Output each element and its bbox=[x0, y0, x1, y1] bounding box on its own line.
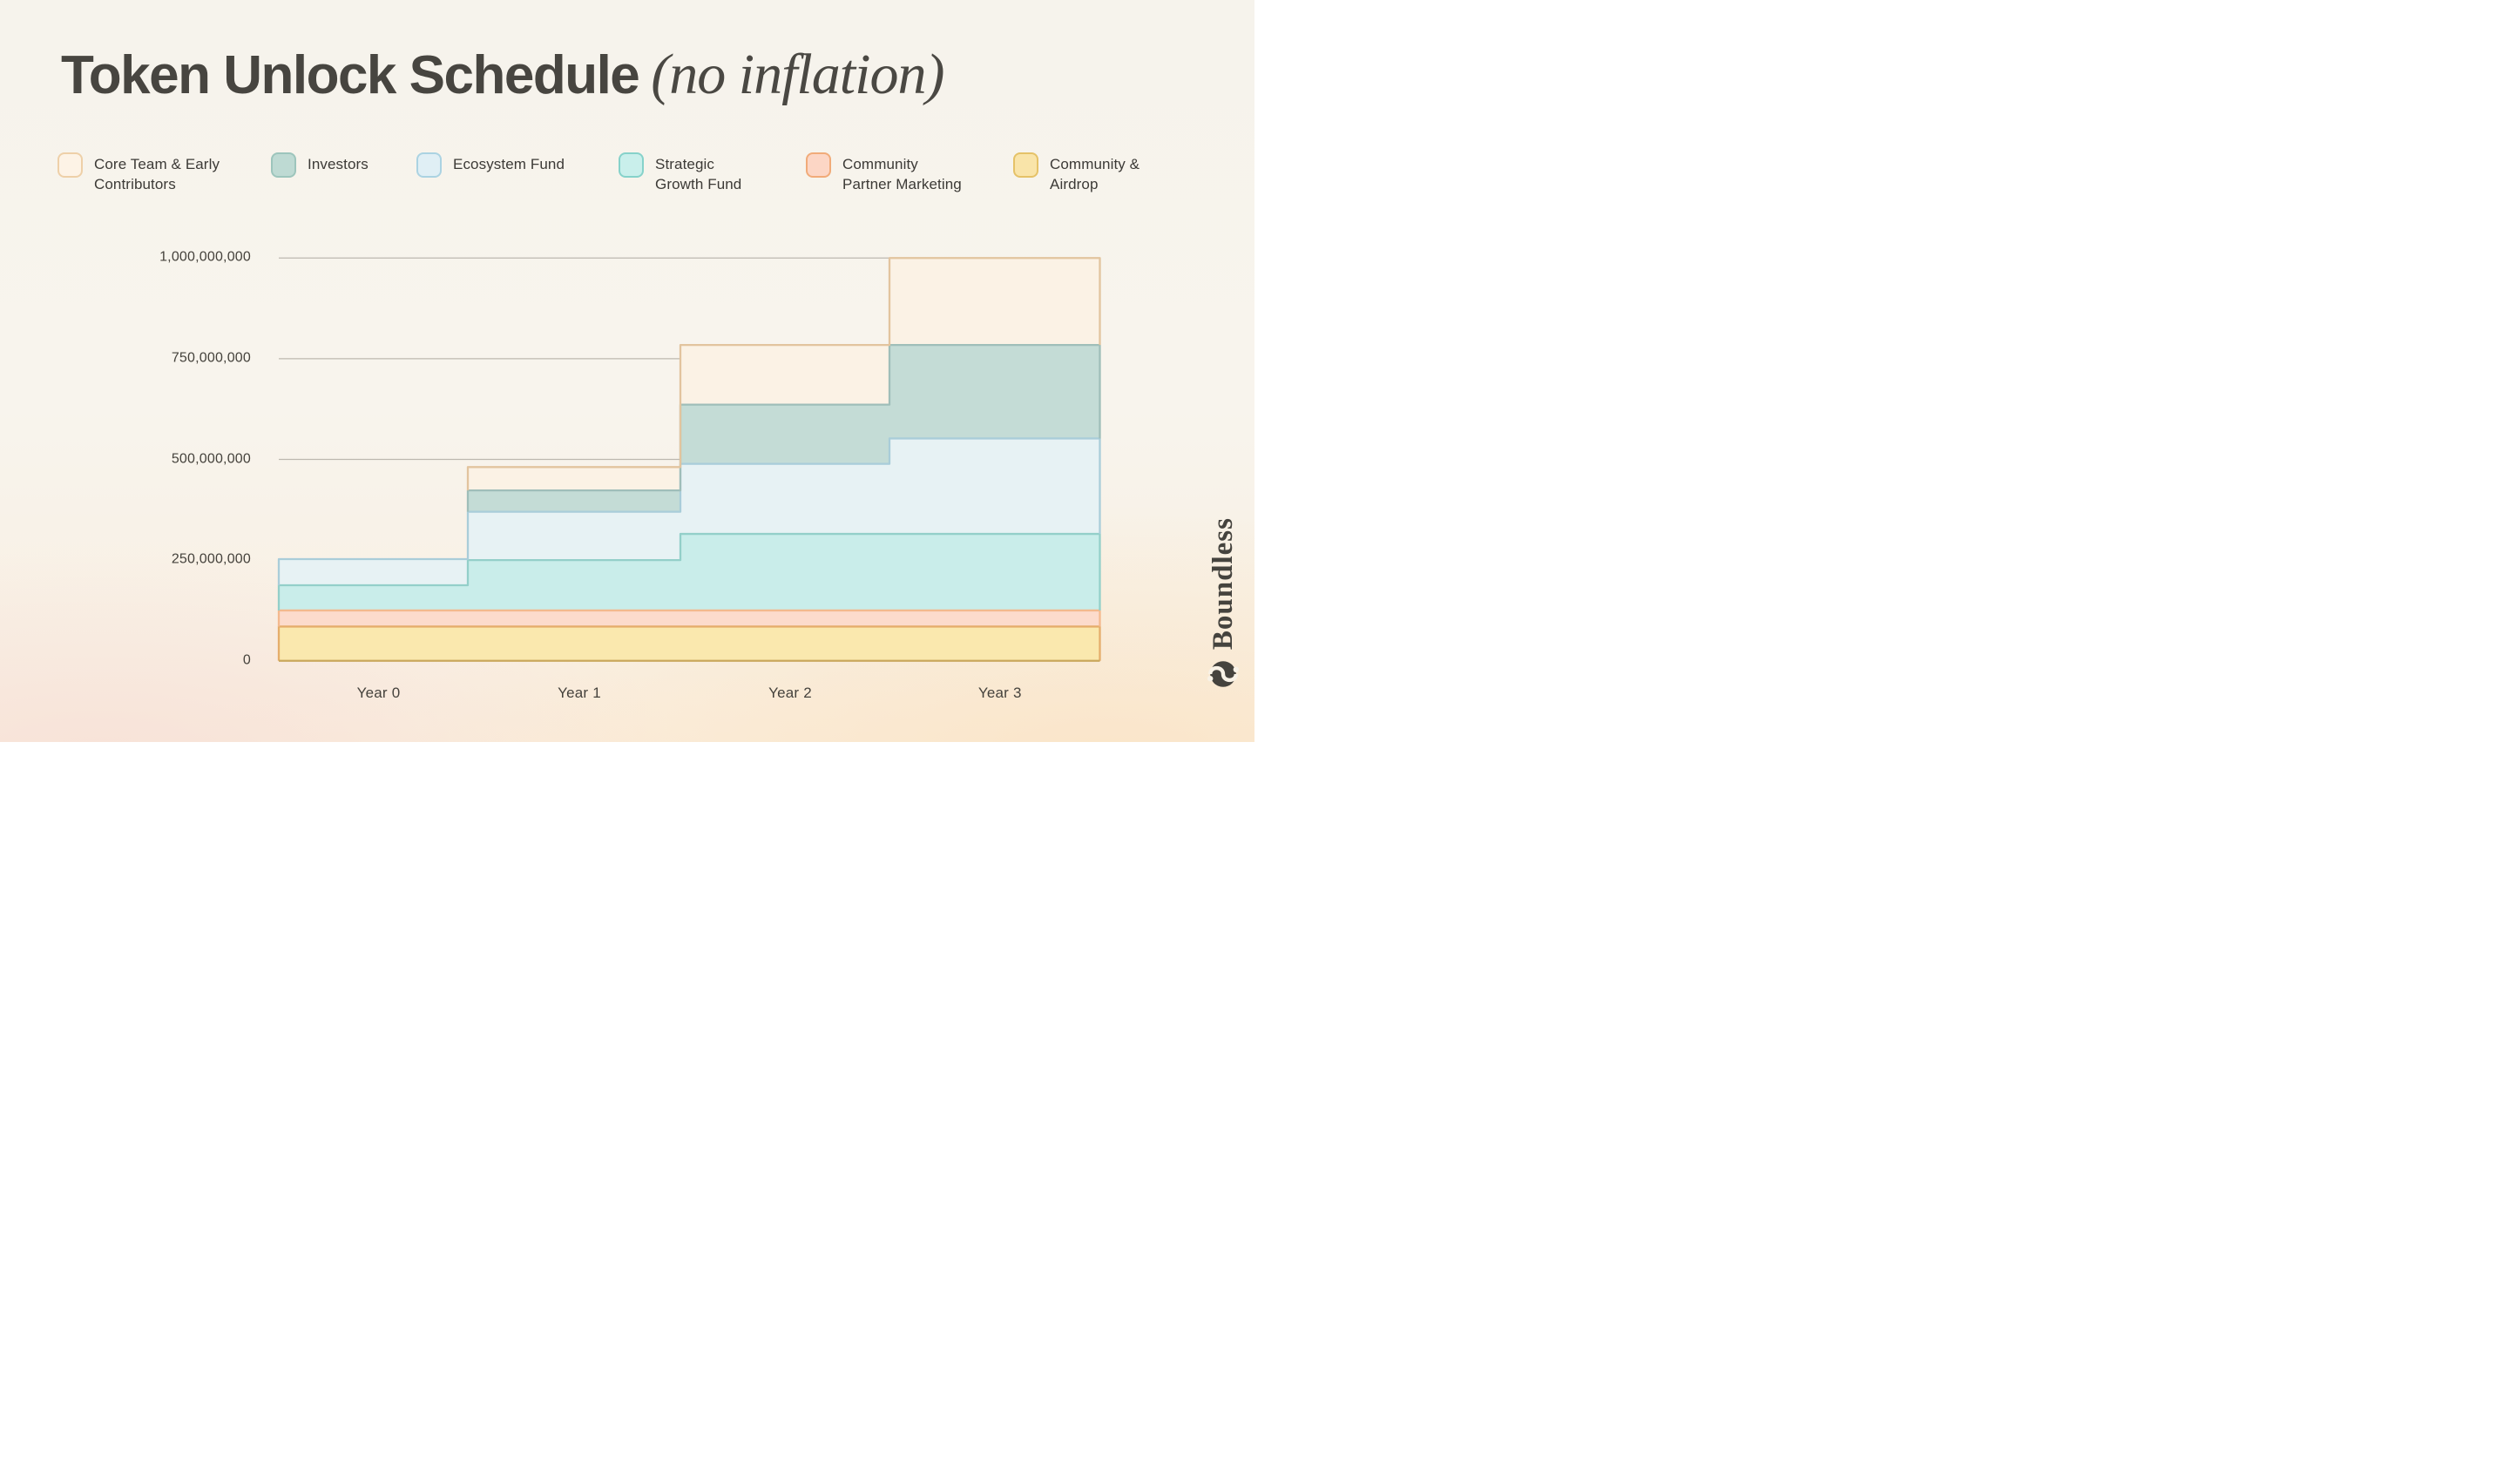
legend-item-strategic: Strategic Growth Fund bbox=[619, 152, 741, 194]
legend-swatch-marketing bbox=[806, 152, 831, 178]
legend-label-core-team: Core Team & Early Contributors bbox=[94, 156, 220, 192]
legend-swatch-ecosystem bbox=[416, 152, 442, 178]
area-ecosystem-fund bbox=[279, 438, 1100, 586]
legend-label-marketing: Community Partner Marketing bbox=[842, 156, 962, 192]
brand-logo: Boundless bbox=[1206, 517, 1241, 691]
legend-item-marketing: Community Partner Marketing bbox=[806, 152, 962, 194]
y-tick-1000000000: 1,000,000,000 bbox=[159, 249, 251, 265]
x-tick-year-1: Year 1 bbox=[558, 685, 601, 701]
brand-wordmark: Boundless bbox=[1207, 517, 1239, 651]
page-title-annotation: (no inflation) bbox=[651, 43, 944, 106]
legend-item-core-team: Core Team & Early Contributors bbox=[57, 152, 220, 194]
area-community-airdrop bbox=[279, 626, 1100, 661]
area-core-team-early-contributors bbox=[279, 258, 1100, 559]
legend-label-strategic: Strategic Growth Fund bbox=[655, 156, 742, 192]
legend-swatch-investors bbox=[271, 152, 296, 178]
outline-community-partner-marketing bbox=[277, 609, 1101, 627]
page-title: Token Unlock Schedule bbox=[61, 45, 640, 105]
outline-strategic-growth-fund bbox=[277, 532, 1101, 610]
legend-item-investors: Investors bbox=[271, 152, 369, 178]
y-tick-500000000: 500,000,000 bbox=[171, 451, 251, 467]
x-tick-year-3: Year 3 bbox=[977, 685, 1022, 701]
legend-label-airdrop: Community & Airdrop bbox=[1050, 156, 1140, 192]
unlock-area-chart bbox=[277, 257, 1101, 662]
legend-swatch-core-team bbox=[57, 152, 83, 178]
outline-investors bbox=[466, 344, 1101, 512]
outline-core-team-early-contributors bbox=[466, 257, 1101, 491]
area-strategic-growth-fund bbox=[279, 534, 1100, 610]
legend-swatch-airdrop bbox=[1013, 152, 1038, 178]
y-tick-250000000: 250,000,000 bbox=[171, 551, 251, 567]
y-tick-0: 0 bbox=[242, 652, 251, 668]
outline-community-airdrop bbox=[277, 625, 1101, 661]
legend-label-ecosystem: Ecosystem Fund bbox=[453, 156, 565, 172]
y-tick-750000000: 750,000,000 bbox=[171, 350, 251, 366]
legend-item-airdrop: Community & Airdrop bbox=[1013, 152, 1140, 194]
legend-swatch-strategic bbox=[619, 152, 644, 178]
title-row: Token Unlock Schedule (no inflation) bbox=[61, 42, 944, 108]
brand-circular-icon bbox=[1207, 661, 1239, 687]
area-community-partner-marketing bbox=[279, 610, 1100, 627]
x-tick-year-0: Year 0 bbox=[356, 685, 401, 701]
x-tick-year-2: Year 2 bbox=[768, 685, 812, 701]
slide-canvas: Token Unlock Schedule (no inflation) Core… bbox=[0, 0, 1254, 742]
legend-label-investors: Investors bbox=[308, 156, 369, 172]
legend-item-ecosystem: Ecosystem Fund bbox=[416, 152, 565, 178]
area-investors bbox=[279, 345, 1100, 559]
